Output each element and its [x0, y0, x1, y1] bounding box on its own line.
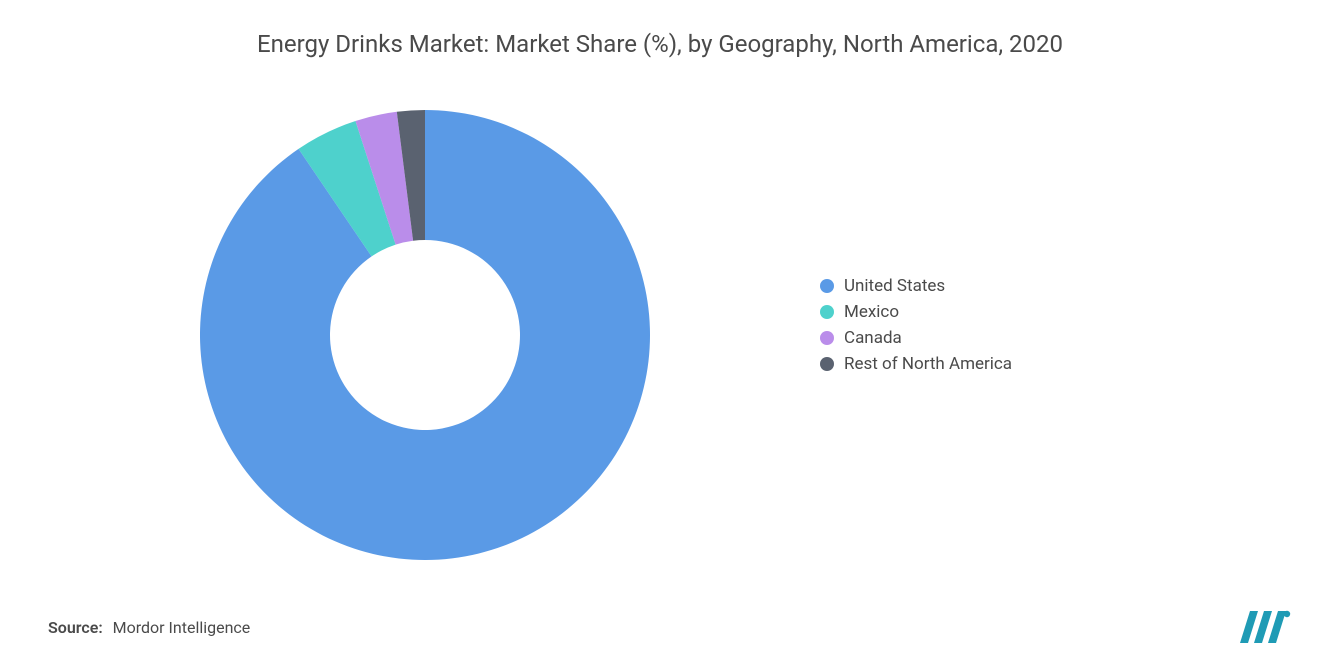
logo-bar: [1254, 611, 1272, 643]
legend-swatch: [820, 305, 834, 319]
legend-label: Rest of North America: [844, 354, 1012, 374]
legend: United States Mexico Canada Rest of North A…: [820, 276, 1012, 380]
chart-title: Energy Drinks Market: Market Share (%), …: [0, 30, 1320, 58]
legend-item: Mexico: [820, 302, 1012, 322]
legend-label: United States: [844, 276, 945, 296]
source-line: Source: Mordor Intelligence: [48, 618, 250, 637]
legend-swatch: [820, 357, 834, 371]
legend-item: United States: [820, 276, 1012, 296]
logo-dot: [1284, 611, 1290, 617]
brand-logo-svg: [1238, 605, 1292, 645]
legend-item: Canada: [820, 328, 1012, 348]
source-prefix: Source:: [48, 618, 103, 637]
legend-swatch: [820, 279, 834, 293]
chart-container: Energy Drinks Market: Market Share (%), …: [0, 0, 1320, 665]
legend-swatch: [820, 331, 834, 345]
legend-item: Rest of North America: [820, 354, 1012, 374]
logo-bar: [1268, 611, 1286, 643]
source-text: Mordor Intelligence: [113, 618, 251, 637]
legend-label: Mexico: [844, 302, 899, 322]
donut-svg: [200, 110, 650, 560]
logo-bar: [1240, 611, 1258, 643]
legend-label: Canada: [844, 328, 902, 348]
donut-chart: [200, 110, 650, 560]
brand-logo: [1238, 605, 1292, 645]
